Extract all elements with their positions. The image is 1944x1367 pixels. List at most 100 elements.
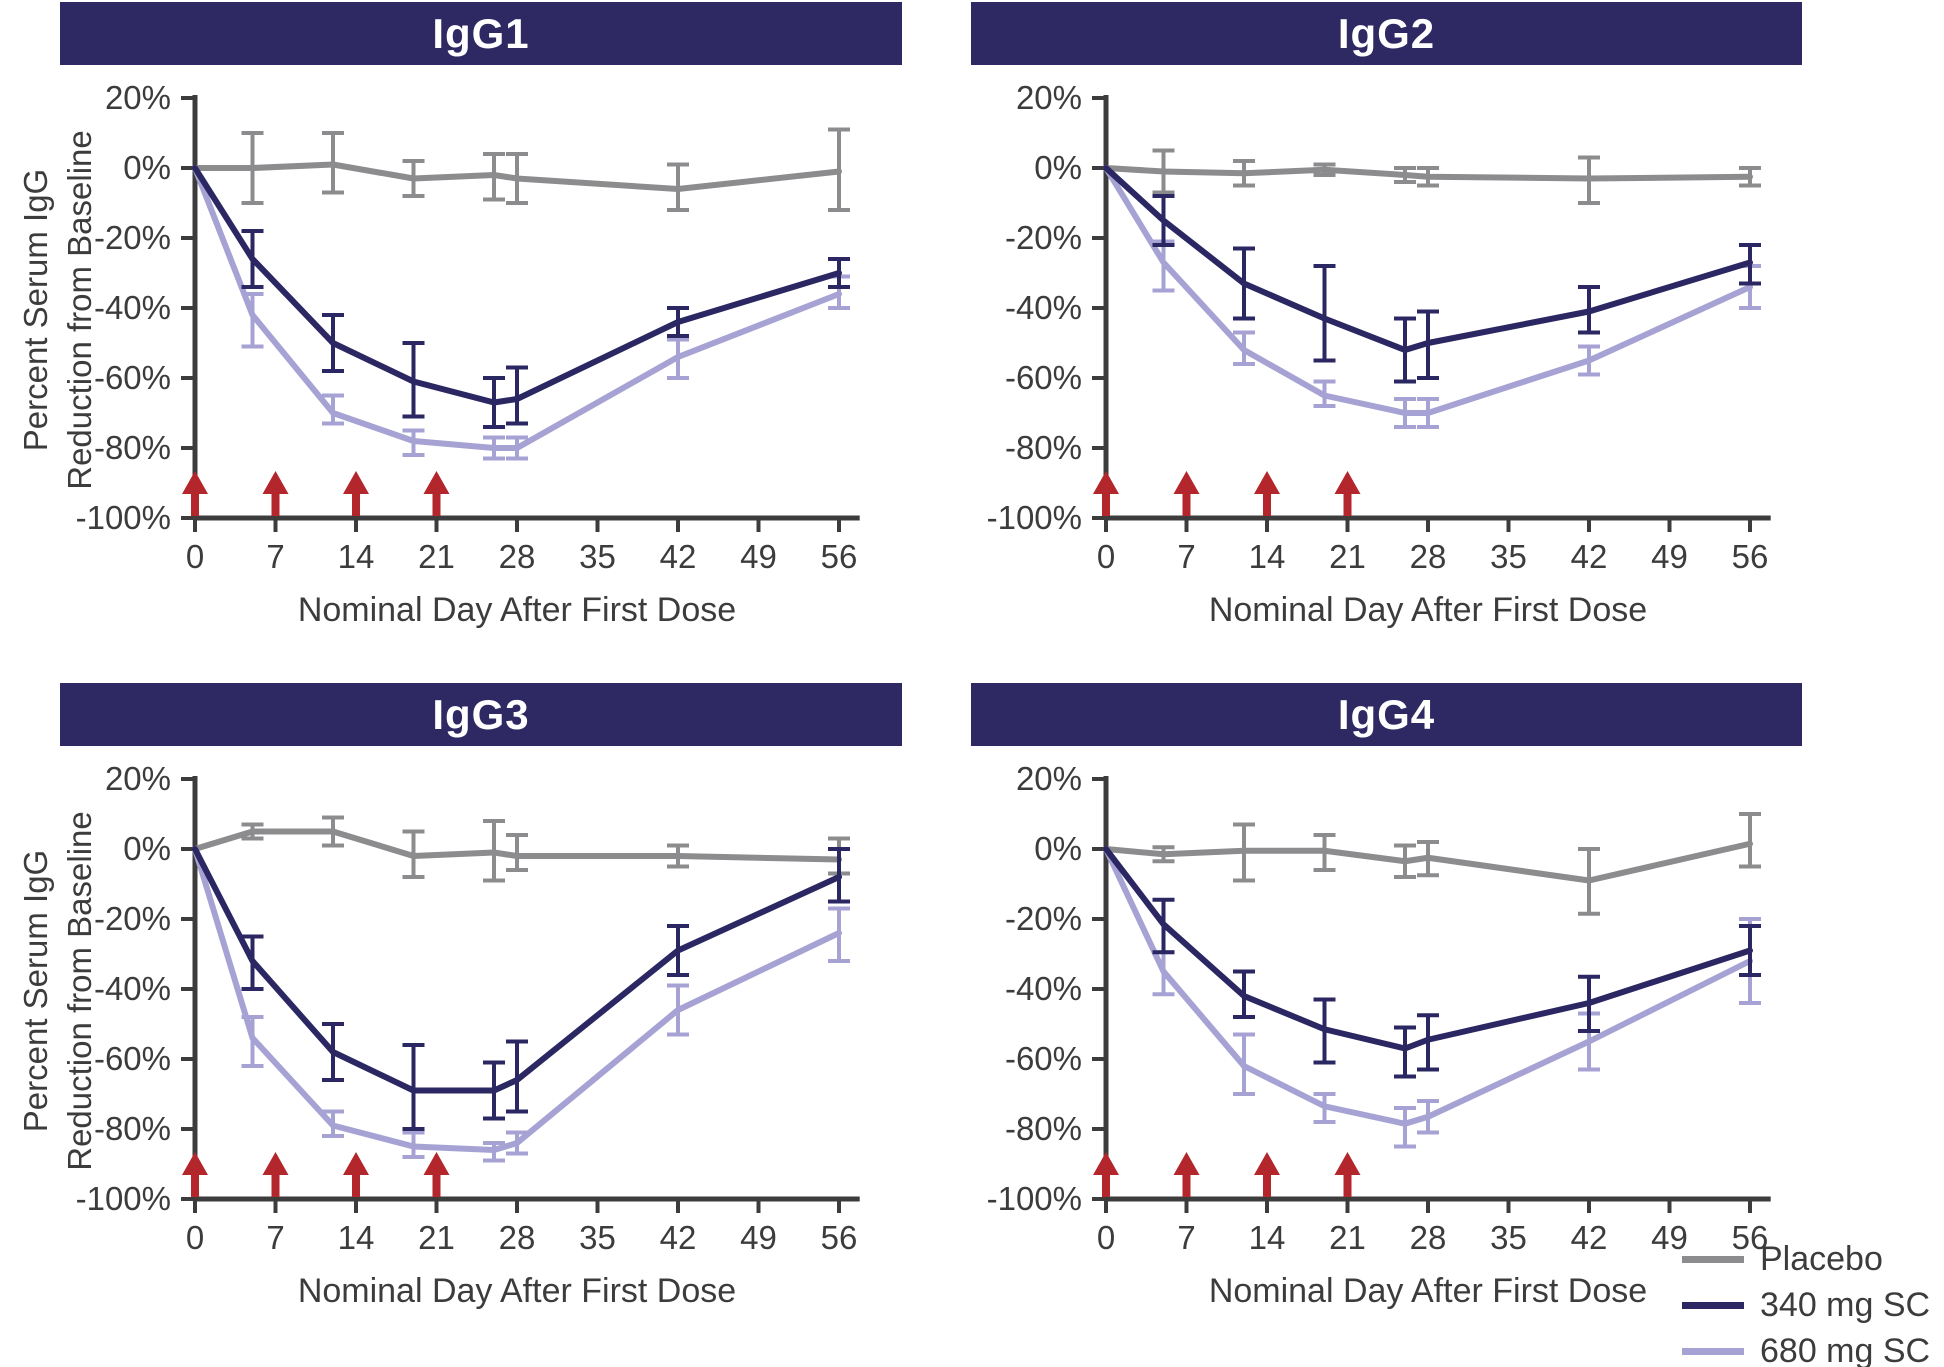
legend-item-placebo: Placebo [1682, 1236, 1930, 1282]
dose-arrow-icon [1173, 471, 1200, 516]
series-placebo [1103, 148, 1761, 205]
680mg-line-swatch [1682, 1347, 1744, 1355]
y-tick-label: -100% [987, 1180, 1082, 1217]
y-tick-label: -100% [76, 1180, 171, 1217]
x-tick-label: 21 [1329, 538, 1366, 575]
y-tick-label: 20% [1016, 760, 1082, 797]
series-line [1103, 165, 1753, 416]
x-tick-label: 42 [1571, 538, 1608, 575]
x-tick-label: 28 [1410, 538, 1447, 575]
series-680-mg-sc [1103, 165, 1761, 429]
series-line [1103, 846, 1753, 1127]
y-tick-label: -20% [94, 900, 171, 937]
dose-arrow-icon [182, 1152, 208, 1197]
y-tick-label: -80% [94, 1110, 171, 1147]
x-tick-label: 49 [1651, 538, 1688, 575]
dose-arrow-icon [1173, 1152, 1200, 1197]
y-axis-label-line1: Percent Serum IgG [17, 168, 54, 452]
panel-title-igg2: IgG2 [1337, 9, 1436, 57]
340mg-line-swatch [1682, 1301, 1744, 1309]
x-tick-label: 35 [1490, 538, 1527, 575]
y-tick-label: 0% [123, 830, 171, 867]
series-line [1103, 846, 1753, 1052]
x-tick-label: 0 [186, 1219, 204, 1256]
y-tick-label: -80% [94, 429, 171, 466]
series-line [1103, 165, 1753, 353]
x-tick-label: 14 [338, 1219, 375, 1256]
y-tick-label: -80% [1005, 429, 1082, 466]
dose-arrow-icon [343, 1152, 369, 1197]
y-tick-label: 20% [1016, 79, 1082, 116]
x-tick-label: 14 [338, 538, 375, 575]
panel-title-bar-igg3: IgG3 [60, 683, 902, 746]
x-tick-label: 14 [1249, 538, 1286, 575]
panel-title-igg3: IgG3 [432, 690, 530, 738]
axes: 20% 0% -20% -40% -60% -80% -100% 0 7 14 21 28 35 42 49… [987, 760, 1771, 1256]
dose-arrow-icon [1093, 471, 1119, 516]
y-tick-label: 20% [105, 760, 171, 797]
x-tick-label: 21 [1329, 1219, 1366, 1256]
series-680-mg-sc [1103, 846, 1761, 1149]
panel-title-bar-igg1: IgG1 [60, 2, 902, 65]
x-tick-label: 0 [1097, 1219, 1115, 1256]
x-tick-label: 56 [1732, 538, 1769, 575]
x-tick-label: 0 [186, 538, 204, 575]
series-line [192, 165, 842, 406]
panel-igg1: IgG1 20% 0% -20% -40% -60% -80% -100% 0 7 14 21 28 3… [60, 2, 902, 645]
dose-arrow-icon [262, 1152, 289, 1197]
legend: Placebo 340 mg SC 680 mg SC [1682, 1236, 1930, 1367]
legend-item-680mg: 680 mg SC [1682, 1328, 1930, 1367]
x-tick-label: 42 [660, 1219, 697, 1256]
x-tick-label: 56 [821, 1219, 858, 1256]
y-tick-label: -40% [94, 289, 171, 326]
legend-item-340mg: 340 mg SC [1682, 1282, 1930, 1328]
series-line [1103, 165, 1753, 182]
x-tick-label: 14 [1249, 1219, 1286, 1256]
series-line [192, 165, 842, 451]
x-tick-label: 0 [1097, 538, 1115, 575]
series-340-mg-sc [1103, 165, 1761, 384]
panel-igg3: IgG3 20% 0% -20% -40% -60% -80% -100% 0 7 14 21 28 3… [60, 683, 902, 1326]
dose-arrow-icon [182, 471, 208, 516]
legend-label-680mg: 680 mg SC [1760, 1331, 1931, 1367]
x-tick-label: 21 [418, 538, 455, 575]
series-340-mg-sc [1103, 846, 1761, 1079]
dose-arrow-icon [1254, 471, 1280, 516]
x-tick-label: 28 [1410, 1219, 1447, 1256]
y-tick-label: 0% [1034, 830, 1082, 867]
x-tick-label: 49 [740, 538, 777, 575]
x-tick-label: 35 [579, 1219, 616, 1256]
x-axis-title: Nominal Day After First Dose [298, 591, 736, 629]
x-tick-label: 42 [1571, 1219, 1608, 1256]
panel-igg4: IgG4 20% 0% -20% -40% -60% -80% -100% 0 7 14 21 28 3… [971, 683, 1802, 1326]
axes: 20% 0% -20% -40% -60% -80% -100% 0 7 14 21 28 35 42 49… [987, 79, 1771, 575]
x-tick-label: 35 [1490, 1219, 1527, 1256]
x-axis-title: Nominal Day After First Dose [298, 1272, 736, 1310]
series-340-mg-sc [192, 165, 850, 429]
series-line [1103, 840, 1753, 884]
panel-title-igg1: IgG1 [432, 9, 530, 57]
dose-arrow-icons [182, 1152, 450, 1197]
x-tick-label: 7 [1177, 538, 1195, 575]
x-tick-label: 35 [579, 538, 616, 575]
y-tick-label: -40% [1005, 289, 1082, 326]
dose-arrow-icon [343, 471, 369, 516]
series-680-mg-sc [192, 165, 850, 461]
y-axis-label-bottom-row: Percent Serum IgG Reduction from Baselin… [14, 771, 102, 1211]
series-line [192, 161, 842, 192]
x-tick-label: 7 [1177, 1219, 1195, 1256]
dose-arrow-icon [423, 1152, 450, 1197]
dose-arrow-icon [1254, 1152, 1280, 1197]
legend-label-340mg: 340 mg SC [1760, 1285, 1931, 1324]
x-tick-label: 56 [1732, 1219, 1769, 1256]
y-tick-label: 0% [1034, 149, 1082, 186]
y-tick-label: -40% [94, 970, 171, 1007]
dose-arrow-icon [1334, 1152, 1361, 1197]
y-tick-label: 0% [123, 149, 171, 186]
y-tick-label: -40% [1005, 970, 1082, 1007]
x-tick-label: 42 [660, 538, 697, 575]
x-tick-label: 56 [821, 538, 858, 575]
y-tick-label: -100% [76, 499, 171, 536]
legend-label-placebo: Placebo [1760, 1239, 1883, 1278]
